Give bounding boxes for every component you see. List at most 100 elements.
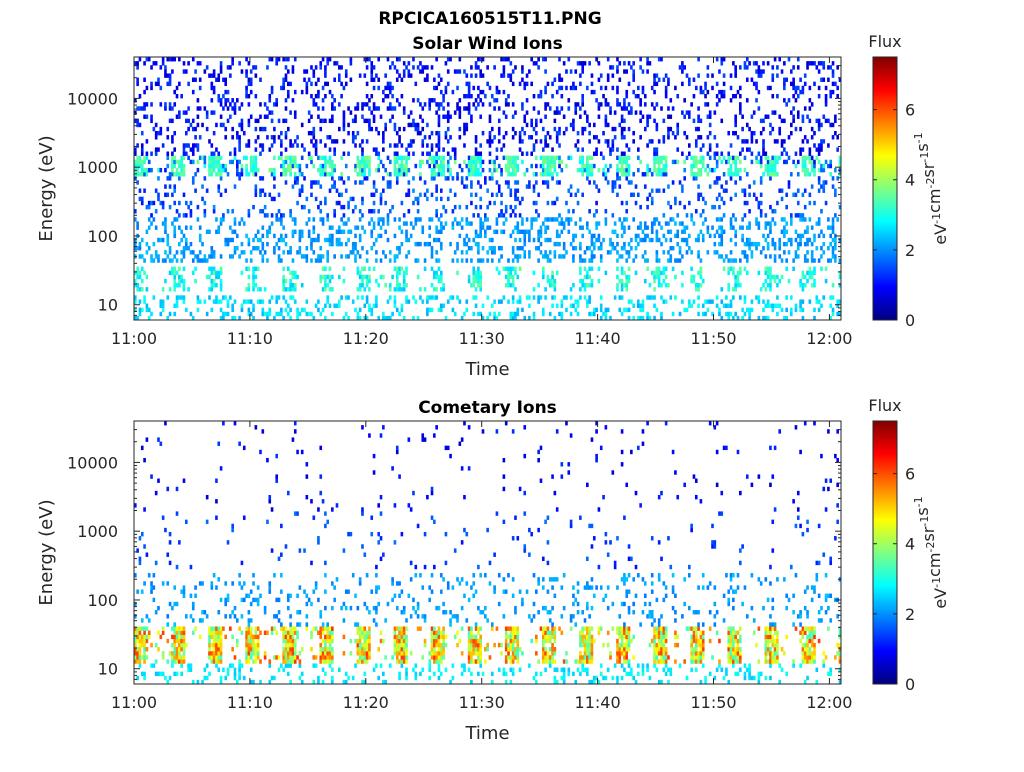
heatmap-cell: [310, 115, 313, 119]
heatmap-cell: [769, 283, 772, 287]
heatmap-cell: [702, 209, 705, 213]
heatmap-cell: [646, 69, 649, 73]
heatmap-cell: [213, 168, 216, 172]
heatmap-cell: [734, 283, 737, 287]
heatmap-cell: [804, 189, 807, 193]
heatmap-cell: [535, 172, 538, 176]
heatmap-cell: [440, 230, 443, 234]
heatmap-cell: [795, 152, 798, 156]
heatmap-cell: [625, 258, 628, 262]
heatmap-cell: [192, 631, 195, 635]
heatmap-cell: [544, 225, 547, 229]
heatmap-cell: [609, 106, 612, 110]
heatmap-cell: [401, 78, 404, 82]
heatmap-cell: [227, 90, 230, 94]
heatmap-cell: [707, 90, 710, 94]
heatmap-cell: [751, 152, 754, 156]
heatmap-cell: [155, 254, 158, 258]
heatmap-cell: [282, 172, 285, 176]
heatmap-cell: [192, 127, 195, 131]
heatmap-cell: [607, 78, 610, 82]
heatmap-cell: [164, 73, 167, 77]
heatmap-cell: [282, 250, 285, 254]
heatmap-cell: [403, 283, 406, 287]
heatmap-cell: [621, 156, 624, 160]
heatmap-cell: [213, 164, 216, 168]
heatmap-cell: [512, 295, 515, 299]
heatmap-cell: [690, 275, 693, 279]
heatmap-cell: [312, 143, 315, 147]
heatmap-cell: [238, 123, 241, 127]
heatmap-cell: [588, 258, 591, 262]
heatmap-cell: [180, 635, 183, 639]
heatmap-cell: [783, 78, 786, 82]
heatmap-cell: [732, 156, 735, 160]
heatmap-cell: [625, 176, 628, 180]
heatmap-cell: [166, 156, 169, 160]
heatmap-cell: [477, 180, 480, 184]
heatmap-cell: [730, 312, 733, 316]
heatmap-cell: [651, 172, 654, 176]
heatmap-cell: [563, 254, 566, 258]
heatmap-cell: [150, 86, 153, 90]
heatmap-cell: [702, 279, 705, 283]
heatmap-cell: [222, 217, 225, 221]
heatmap-cell: [567, 209, 570, 213]
heatmap-cell: [287, 164, 290, 168]
heatmap-cell: [287, 82, 290, 86]
heatmap-cell: [405, 230, 408, 234]
heatmap-cell: [275, 57, 278, 61]
heatmap-cell: [204, 176, 207, 180]
heatmap-cell: [213, 156, 216, 160]
heatmap-cell: [363, 287, 366, 291]
heatmap-cell: [287, 69, 290, 73]
heatmap-cell: [222, 668, 225, 672]
heatmap-cell: [475, 242, 478, 246]
heatmap-cell: [398, 217, 401, 221]
heatmap-cell: [630, 193, 633, 197]
heatmap-cell: [753, 61, 756, 65]
heatmap-cell: [241, 168, 244, 172]
heatmap-cell: [762, 119, 765, 123]
heatmap-cell: [468, 275, 471, 279]
heatmap-cell: [516, 246, 519, 250]
heatmap-cell: [836, 299, 839, 303]
heatmap-cell: [667, 258, 670, 262]
heatmap-cell: [741, 250, 744, 254]
heatmap-cell: [252, 643, 255, 647]
heatmap-cell: [162, 299, 165, 303]
heatmap-cell: [183, 651, 186, 655]
heatmap-cell: [512, 172, 515, 176]
heatmap-cell: [153, 61, 156, 65]
heatmap-cell: [475, 295, 478, 299]
heatmap-cell: [343, 115, 346, 119]
heatmap-cell: [377, 283, 380, 287]
heatmap-cell: [679, 246, 682, 250]
heatmap-cell: [398, 102, 401, 106]
heatmap-cell: [238, 172, 241, 176]
heatmap-cell: [644, 184, 647, 188]
heatmap-cell: [669, 230, 672, 234]
heatmap-cell: [280, 238, 283, 242]
heatmap-cell: [287, 57, 290, 61]
heatmap-cell: [535, 180, 538, 184]
heatmap-cell: [776, 295, 779, 299]
heatmap-cell: [428, 135, 431, 139]
heatmap-cell: [646, 267, 649, 271]
heatmap-cell: [574, 246, 577, 250]
heatmap-cell: [732, 213, 735, 217]
heatmap-cell: [220, 193, 223, 197]
heatmap-cell: [442, 172, 445, 176]
heatmap-cell: [148, 573, 151, 577]
heatmap-cell: [658, 238, 661, 242]
heatmap-cell: [164, 421, 167, 425]
heatmap-cell: [245, 90, 248, 94]
heatmap-cell: [333, 209, 336, 213]
heatmap-cell: [804, 242, 807, 246]
heatmap-cell: [760, 176, 763, 180]
heatmap-cell: [547, 217, 550, 221]
heatmap-cell: [357, 106, 360, 110]
heatmap-cell: [544, 139, 547, 143]
heatmap-cell: [739, 271, 742, 275]
heatmap-cell: [581, 172, 584, 176]
